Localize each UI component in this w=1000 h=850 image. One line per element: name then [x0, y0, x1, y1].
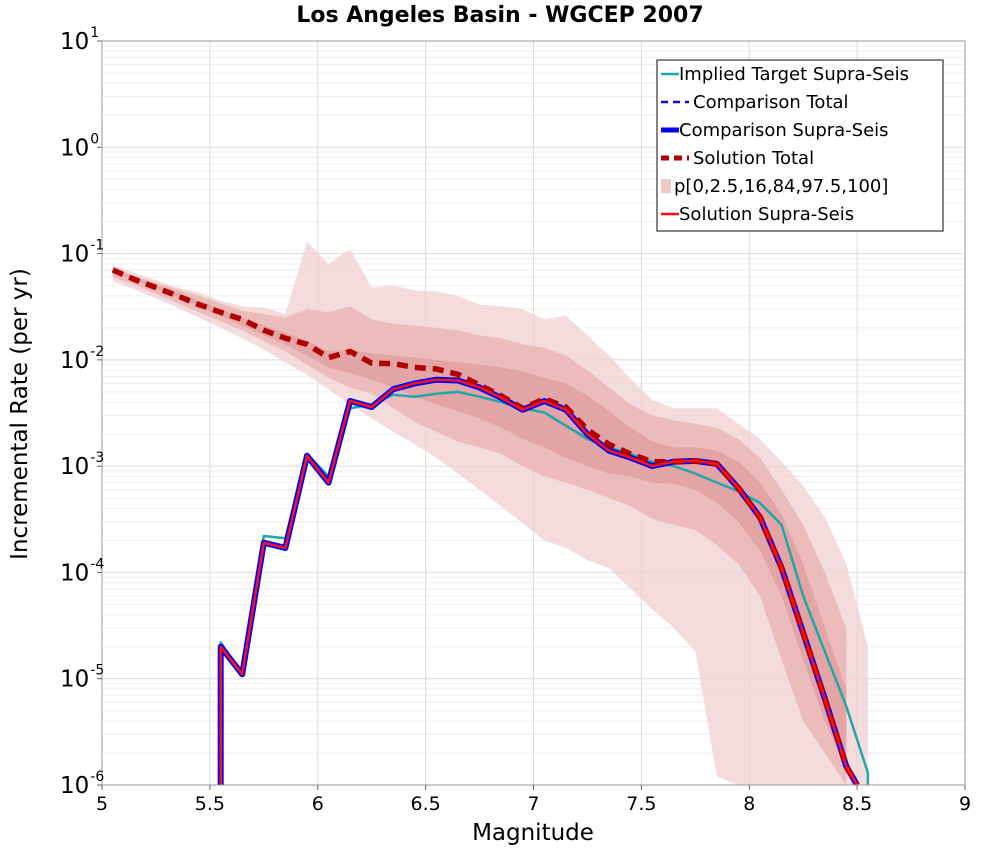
series-solution-total — [111, 267, 860, 785]
x-tick-label: 8.5 — [842, 793, 872, 815]
band-p16-p84 — [112, 270, 847, 767]
y-tick-label: 10-6 — [60, 769, 104, 799]
legend-swatch-p-0-2-5-16-84-97-5-100- — [661, 179, 671, 193]
x-tick-label: 5.5 — [195, 793, 225, 815]
series-solution-supra-seis — [219, 378, 859, 785]
legend: Implied Target Supra-Seis Comparison Tota… — [656, 59, 944, 232]
x-tick-label: 5 — [96, 793, 108, 815]
legend-label-implied-target-supra-seis: Implied Target Supra-Seis — [679, 64, 909, 85]
legend-label-p-0-2-5-16-84-97-5-100-: p[0,2.5,16,84,97.5,100] — [674, 176, 888, 197]
x-tick-label: 7.5 — [626, 793, 656, 815]
legend-label-comparison-total: Comparison Total — [693, 92, 849, 113]
legend-label-solution-supra-seis: Solution Supra-Seis — [679, 204, 854, 225]
legend-label-solution-total: Solution Total — [693, 148, 814, 169]
x-tick-label: 6.5 — [411, 793, 441, 815]
x-axis-ticks: 5 5.5 6 6.5 7 7.5 8 8.5 9 — [96, 785, 971, 815]
chart-title: Los Angeles Basin - WGCEP 2007 — [296, 3, 703, 28]
y-axis-label: Incremental Rate (per yr) — [7, 268, 33, 560]
x-tick-label: 8 — [743, 793, 755, 815]
x-tick-label: 7 — [527, 793, 539, 815]
legend-label-comparison-supra-seis: Comparison Supra-Seis — [679, 120, 889, 141]
legend-box — [656, 59, 944, 232]
x-tick-label: 9 — [959, 793, 971, 815]
series-lines — [111, 267, 870, 785]
x-axis-label: Magnitude — [472, 820, 594, 846]
x-tick-label: 6 — [312, 793, 324, 815]
percentile-bands — [112, 241, 868, 785]
